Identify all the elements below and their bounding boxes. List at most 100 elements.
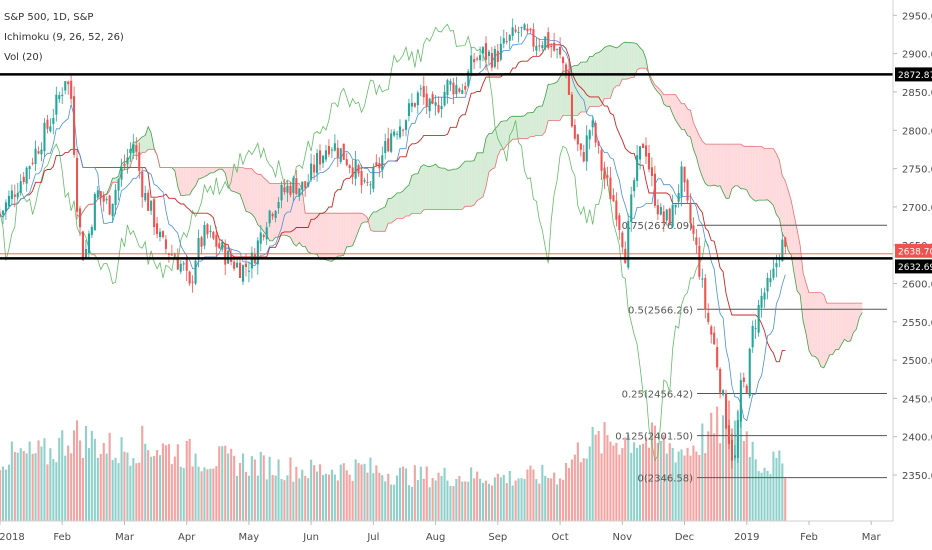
cloud-segment xyxy=(527,112,531,139)
cloud-segment xyxy=(468,161,472,207)
candle-body xyxy=(458,88,461,92)
candle-body xyxy=(656,205,659,215)
cloud-segment xyxy=(746,146,750,196)
volume-bar xyxy=(170,464,173,521)
cloud-segment xyxy=(530,112,534,137)
candle-body xyxy=(34,148,37,164)
volume-bar xyxy=(490,485,493,521)
volume-bar xyxy=(40,446,43,521)
volume-bar xyxy=(487,483,490,521)
volume-bar xyxy=(404,468,407,521)
candle-body xyxy=(360,171,363,186)
cloud-segment xyxy=(450,169,454,210)
volume-bar xyxy=(372,473,375,521)
volume-bar xyxy=(345,470,348,521)
candle-body xyxy=(559,47,562,55)
cloud-segment xyxy=(290,183,294,244)
volume-bar xyxy=(645,437,648,521)
volume-bar xyxy=(111,460,114,521)
cloud-segment xyxy=(251,168,255,218)
candle-body xyxy=(437,104,440,113)
candle-body xyxy=(597,141,600,146)
candle-body xyxy=(562,57,565,64)
volume-bar xyxy=(612,445,615,521)
cloud-segment xyxy=(595,52,599,107)
candle-body xyxy=(345,159,348,165)
cloud-segment xyxy=(195,167,199,186)
cloud-segment xyxy=(408,175,412,216)
cloud-segment xyxy=(142,135,146,153)
volume-bar xyxy=(316,471,319,521)
candle-body xyxy=(538,45,541,47)
volume-bar xyxy=(541,464,544,521)
price-tick-label: 2350.00 xyxy=(902,471,932,482)
time-tick-label: Jul xyxy=(366,532,379,543)
horizontal-levels[interactable] xyxy=(0,73,893,260)
candle-body xyxy=(31,162,34,164)
volume-bar xyxy=(680,449,683,521)
candle-body xyxy=(16,193,19,198)
volume-bar xyxy=(582,458,585,521)
chart-legend: S&P 500, 1D, S&P Ichimoku (9, 26, 52, 26… xyxy=(4,12,124,63)
volume-bar xyxy=(25,453,28,521)
volume-bar xyxy=(360,464,363,521)
candle-body xyxy=(618,215,621,230)
legend-ichimoku[interactable]: Ichimoku (9, 26, 52, 26) xyxy=(4,32,124,43)
cloud-segment xyxy=(557,76,561,121)
cloud-segment xyxy=(269,183,273,241)
price-tick-label: 2700.00 xyxy=(902,203,932,214)
cloud-segment xyxy=(592,53,596,107)
price-axis[interactable]: 2350.00 2400.00 2450.00 2500.00 2550.00 2600.… xyxy=(892,0,932,521)
candle-body xyxy=(259,232,262,244)
cloud-segment xyxy=(524,112,528,139)
cloud-segment xyxy=(260,174,264,232)
cloud-segment xyxy=(613,46,617,89)
cloud-segment xyxy=(812,292,815,357)
price-badge-label: 2632.69 xyxy=(898,263,932,273)
volume-bar xyxy=(141,425,144,521)
cloud-segment xyxy=(400,190,403,219)
cloud-segment xyxy=(835,303,839,350)
candle-body xyxy=(244,263,247,267)
volume-bar xyxy=(538,483,541,521)
candle-body xyxy=(766,277,769,292)
volume-bar xyxy=(748,456,751,521)
time-axis[interactable]: 2018 Feb Mar Apr May Jun Jul Aug Sep Oct Nov Dec 201… xyxy=(0,520,893,543)
volume-bar xyxy=(772,451,775,521)
candle-body xyxy=(322,155,325,164)
candle-body xyxy=(271,214,274,217)
cloud-segment xyxy=(681,103,685,130)
cloud-segment xyxy=(853,303,857,333)
candle-body xyxy=(286,185,289,193)
candle-body xyxy=(698,245,701,277)
volume-bar xyxy=(197,466,200,521)
time-tick-label: Sep xyxy=(488,532,507,543)
volume-bar xyxy=(695,451,698,521)
volume-bar xyxy=(437,472,440,521)
candle-body xyxy=(126,157,129,164)
cloud-segment xyxy=(346,213,350,247)
candle-body xyxy=(413,103,416,107)
cloud-segment xyxy=(820,292,824,368)
candle-body xyxy=(671,204,674,227)
candle-body xyxy=(49,126,52,132)
candle-body xyxy=(316,153,319,174)
candle-body xyxy=(725,393,728,429)
candle-body xyxy=(307,182,310,187)
volume-bar xyxy=(784,478,787,521)
volume-bar xyxy=(532,469,535,521)
cloud-segment xyxy=(678,99,682,130)
time-tick-label: 2018 xyxy=(0,532,25,543)
volume-bar xyxy=(52,459,55,521)
volume-bar xyxy=(559,478,562,521)
volume-bar xyxy=(585,458,588,521)
volume-bar xyxy=(215,466,218,521)
candle-body xyxy=(402,129,405,131)
cloud-segment xyxy=(210,167,214,173)
cloud-segment xyxy=(257,174,261,228)
candle-body xyxy=(609,177,612,200)
candle-body xyxy=(396,133,399,135)
volume-bar xyxy=(656,443,659,521)
legend-volume[interactable]: Vol (20) xyxy=(4,52,43,63)
